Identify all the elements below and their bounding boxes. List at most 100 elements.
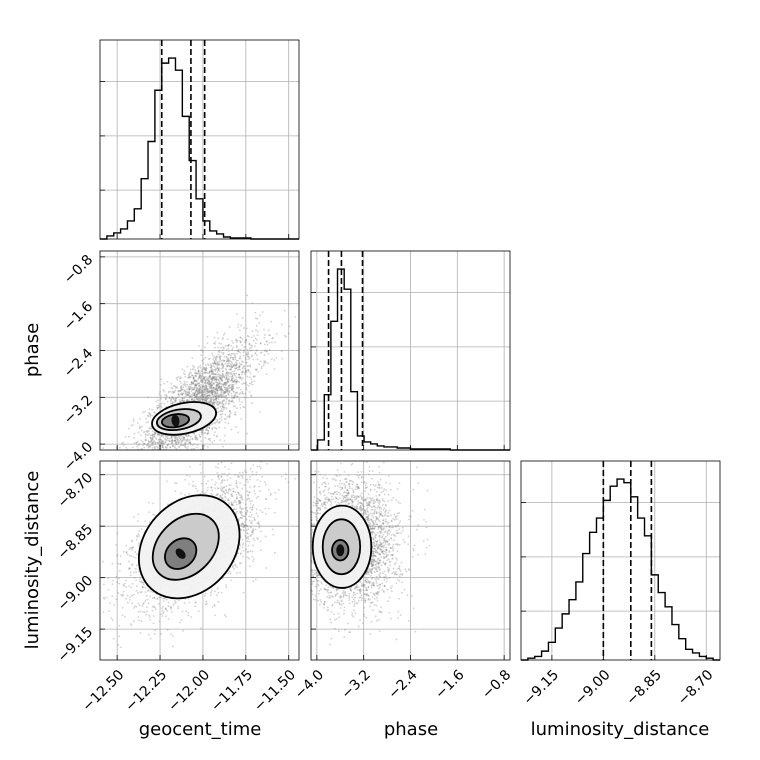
panel-frame [520,460,721,661]
sample-point [205,399,208,402]
sample-point [228,364,231,367]
sample-point [120,464,122,466]
sample-point [238,381,240,383]
sample-point [140,580,142,583]
sample-point [214,427,217,430]
sample-point [251,550,254,553]
sample-point [215,397,218,399]
sample-point [187,374,190,377]
sample-point [151,451,153,453]
sample-point [223,434,226,437]
sample-point [213,603,216,606]
sample-point [219,367,221,370]
sample-point [184,395,187,398]
sample-point [193,442,195,445]
sample-point [221,412,224,415]
sample-point [207,383,210,386]
scatter-panel-geocent_time-phase [99,250,300,469]
sample-point [199,435,201,438]
sample-point [234,356,237,359]
sample-point [151,436,154,439]
sample-point [204,431,207,434]
sample-point [178,389,181,392]
sample-point [170,437,173,440]
sample-point [231,373,234,376]
sample-point [181,396,184,399]
sample-point [244,370,247,373]
sample-point [215,407,218,410]
sample-point [111,583,114,586]
sample-point [245,361,247,364]
sample-point [227,358,230,361]
sample-point [202,389,205,392]
sample-point [192,432,195,435]
sample-point [232,381,235,383]
sample-point [196,390,199,393]
sample-point [185,434,187,436]
sample-point [219,374,221,376]
sample-point [196,490,199,492]
sample-point [130,467,132,469]
sample-point [200,388,203,391]
sample-point [219,374,222,377]
sample-point [208,358,210,360]
sample-point [162,440,165,442]
sample-point [177,390,180,393]
sample-point [249,507,252,509]
sample-point [239,406,242,409]
sample-point [245,384,248,386]
sample-point [217,353,220,356]
sample-point [225,400,228,403]
sample-point [173,445,176,448]
sample-point [267,488,270,491]
sample-point [177,389,180,392]
sample-point [210,370,213,372]
sample-point [238,365,241,368]
sample-point [115,544,118,546]
sample-point [179,386,182,388]
sample-point [225,395,228,398]
sample-point [280,323,283,326]
sample-point [203,371,206,374]
sample-point [215,355,217,358]
sample-point [219,355,222,358]
sample-point [214,388,217,391]
sample-point [185,399,188,402]
sample-point [216,363,219,366]
sample-point [227,388,229,391]
sample-point [206,378,209,381]
sample-point [207,391,210,394]
sample-point [131,450,133,452]
sample-point [201,378,204,381]
sample-point [258,322,261,324]
sample-point [234,563,236,566]
sample-point [228,350,230,352]
sample-point [217,383,220,386]
sample-point [221,374,224,377]
sample-point [125,446,128,449]
sample-point [252,464,255,467]
sample-point [167,391,170,394]
sample-point [170,452,172,454]
sample-point [228,343,231,346]
sample-point [146,453,148,455]
sample-point [250,344,253,347]
sample-point [187,376,190,379]
sample-point [166,380,169,383]
sample-point [193,433,196,435]
sample-point [191,395,194,397]
sample-point [223,382,226,384]
sample-point [207,432,210,435]
sample-point [179,377,181,380]
sample-point [272,533,275,536]
sample-point [228,353,231,356]
sample-point [175,482,178,485]
sample-point [198,375,201,377]
sample-point [177,441,180,444]
sample-point [193,366,196,368]
sample-point [174,439,176,442]
sample-point [147,430,150,432]
sample-point [255,473,258,476]
sample-point [198,389,200,392]
sample-point [221,400,224,403]
